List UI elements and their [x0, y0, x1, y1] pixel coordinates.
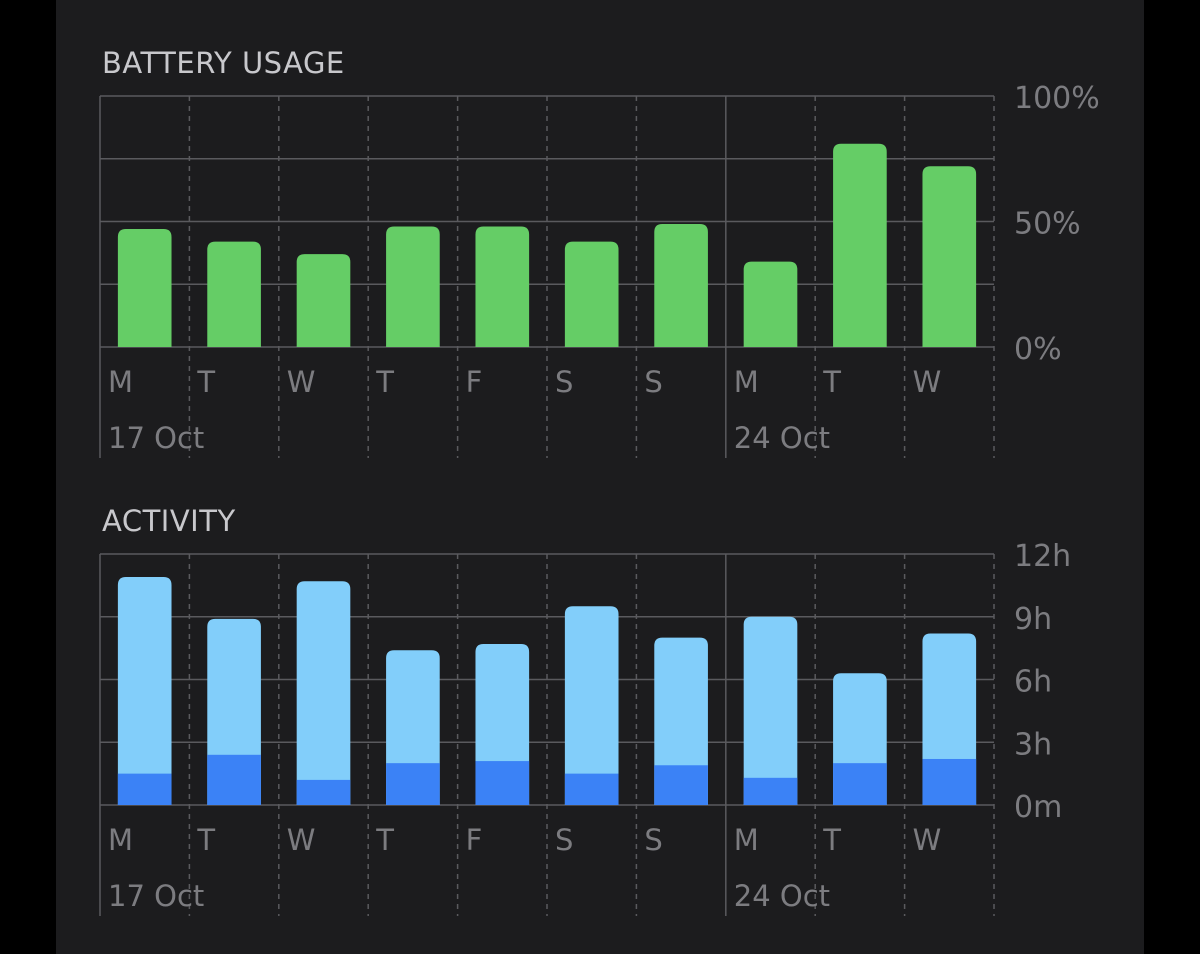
battery-bar	[743, 261, 798, 347]
x-week-label: 24 Oct	[734, 421, 830, 455]
y-tick-label: 9h	[1014, 602, 1052, 637]
activity-bar-screen-off	[296, 779, 351, 805]
x-day-label: M	[108, 365, 133, 399]
battery-bar	[386, 226, 440, 347]
x-day-label: W	[913, 365, 942, 399]
y-tick-label: 0%	[1014, 332, 1062, 367]
activity-bar-screen-off	[564, 773, 619, 805]
x-day-label: T	[375, 365, 394, 399]
activity-bar-screen-off	[475, 761, 530, 805]
x-day-label: S	[644, 365, 662, 399]
activity-bar-screen-off	[833, 763, 887, 805]
x-day-label: T	[822, 365, 841, 399]
x-day-label: S	[555, 365, 573, 399]
battery-bar	[117, 229, 172, 347]
x-week-label: 24 Oct	[734, 879, 830, 913]
battery-bar	[207, 241, 261, 347]
x-day-label: T	[822, 823, 841, 857]
x-day-label: M	[734, 365, 759, 399]
x-day-label: T	[196, 823, 215, 857]
x-day-label: W	[913, 823, 942, 857]
activity-bar-screen-on	[117, 577, 172, 805]
x-day-label: M	[108, 823, 133, 857]
activity-bar-screen-on	[296, 581, 351, 805]
x-day-label: F	[466, 823, 483, 857]
y-tick-label: 3h	[1014, 727, 1052, 762]
battery-usage-title: BATTERY USAGE	[102, 46, 345, 80]
activity-bar-screen-off	[922, 758, 977, 805]
x-week-label: 17 Oct	[108, 879, 204, 913]
activity-bar-screen-off	[654, 765, 708, 805]
x-day-label: W	[287, 823, 316, 857]
activity-bar-screen-off	[386, 763, 440, 805]
activity-bar-screen-off	[743, 777, 798, 805]
activity-bar-screen-on	[564, 606, 619, 805]
y-tick-label: 0m	[1014, 790, 1062, 825]
activity-bar-screen-off	[117, 773, 172, 805]
battery-bar	[564, 241, 619, 347]
x-week-label: 17 Oct	[108, 421, 204, 455]
battery-bar	[922, 166, 977, 347]
battery-bar	[833, 143, 887, 347]
activity-bar-screen-on	[743, 616, 798, 805]
x-day-label: F	[466, 365, 483, 399]
battery-bar	[475, 226, 530, 347]
battery-bar	[654, 224, 708, 347]
battery-bar	[296, 254, 351, 347]
y-tick-label: 50%	[1014, 207, 1081, 242]
x-day-label: S	[555, 823, 573, 857]
x-day-label: W	[287, 365, 316, 399]
activity-title: ACTIVITY	[102, 504, 236, 538]
y-tick-label: 100%	[1014, 81, 1100, 116]
x-day-label: T	[375, 823, 394, 857]
x-day-label: S	[644, 823, 662, 857]
y-tick-label: 6h	[1014, 665, 1052, 700]
activity-bar-screen-off	[207, 754, 261, 805]
activity-bar-screen-on	[654, 637, 708, 805]
x-day-label: T	[196, 365, 215, 399]
y-tick-label: 12h	[1014, 539, 1071, 574]
x-day-label: M	[734, 823, 759, 857]
